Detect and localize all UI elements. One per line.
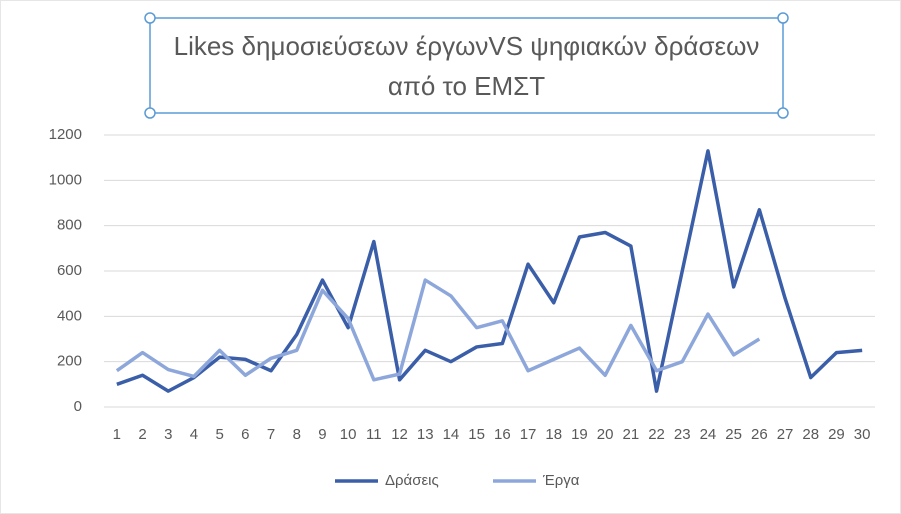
x-tick-label: 4 — [190, 426, 198, 443]
y-tick-label: 1200 — [49, 126, 82, 143]
x-tick-label: 16 — [494, 426, 511, 443]
x-tick-label: 19 — [571, 426, 588, 443]
line-series — [115, 278, 761, 382]
chart-title[interactable]: Likes δημοσιεύσεων έργωνVS ψηφιακών δράσ… — [173, 30, 760, 101]
x-tick-label: 25 — [725, 426, 742, 443]
x-tick-label: 17 — [520, 426, 537, 443]
x-tick-label: 23 — [674, 426, 691, 443]
x-tick-label: 14 — [443, 426, 460, 443]
y-tick-label: 200 — [57, 353, 82, 370]
x-tick-label: 10 — [340, 426, 357, 443]
x-tick-label: 29 — [828, 426, 845, 443]
x-tick-label: 11 — [366, 426, 382, 443]
y-tick-label: 1000 — [49, 171, 82, 188]
x-tick-label: 7 — [267, 426, 275, 443]
x-tick-label: 20 — [597, 426, 614, 443]
x-tick-label: 15 — [468, 426, 485, 443]
title-selection[interactable] — [149, 17, 784, 114]
x-tick-label: 27 — [777, 426, 794, 443]
x-tick-label: 3 — [164, 426, 172, 443]
x-tick-label: 1 — [113, 426, 121, 443]
x-tick-label: 6 — [241, 426, 249, 443]
x-tick-label: 30 — [854, 426, 871, 443]
legend-label: Δράσεις — [385, 472, 439, 489]
x-tick-label: 2 — [138, 426, 146, 443]
x-tick-label: 18 — [545, 426, 562, 443]
y-tick-label: 400 — [57, 307, 82, 324]
x-tick-label: 9 — [318, 426, 326, 443]
x-tick-label: 12 — [391, 426, 408, 443]
selection-handles — [144, 12, 789, 119]
y-tick-label: 800 — [57, 217, 82, 234]
x-tick-label: 8 — [293, 426, 301, 443]
x-tick-label: 26 — [751, 426, 768, 443]
x-tick-label: 5 — [215, 426, 223, 443]
x-tick-label: 13 — [417, 426, 434, 443]
y-tick-label: 600 — [57, 262, 82, 279]
legend-label: Έργα — [542, 472, 580, 489]
x-tick-label: 22 — [648, 426, 665, 443]
line-series — [116, 149, 863, 393]
x-tick-label: 24 — [700, 426, 717, 443]
x-tick-label: 21 — [623, 426, 640, 443]
y-tick-label: 0 — [74, 398, 82, 415]
x-tick-label: 28 — [802, 426, 819, 443]
